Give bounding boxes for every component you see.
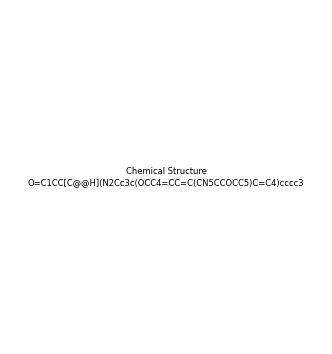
Text: Chemical Structure
O=C1CC[C@@H](N2Cc3c(OCC4=CC=C(CN5CCOCC5)C=C4)cccc3: Chemical Structure O=C1CC[C@@H](N2Cc3c(O…: [28, 167, 304, 187]
